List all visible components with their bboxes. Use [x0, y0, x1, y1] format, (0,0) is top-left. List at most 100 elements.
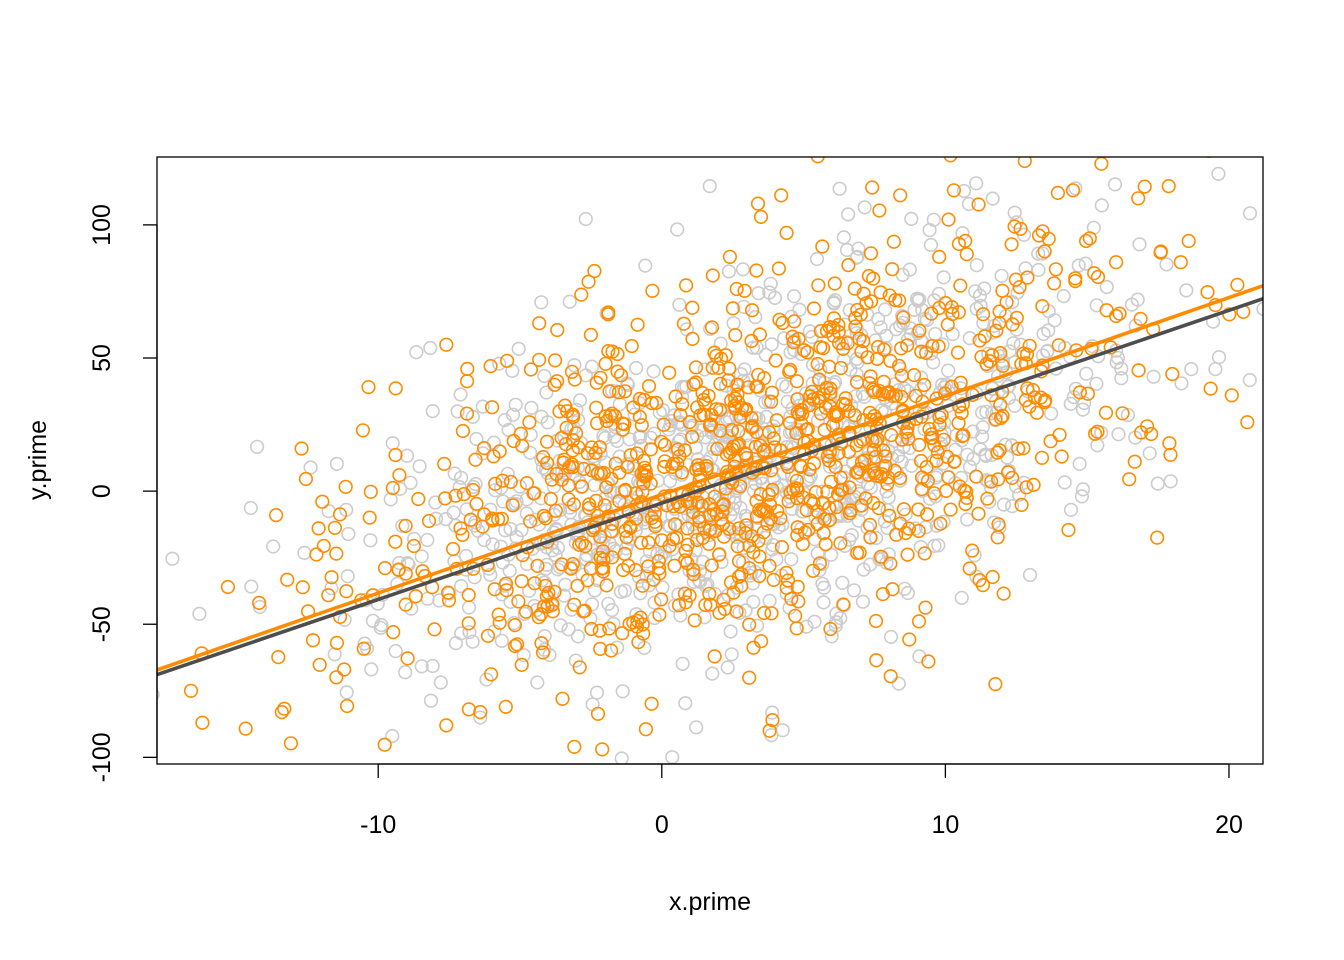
data-point — [1068, 381, 1083, 396]
data-point — [993, 397, 1008, 413]
data-point — [988, 412, 1003, 427]
data-point — [550, 322, 565, 338]
data-point — [411, 491, 426, 507]
data-point — [746, 640, 761, 655]
data-point — [1089, 376, 1104, 391]
data-point — [816, 387, 831, 402]
data-point — [728, 328, 743, 343]
data-point — [791, 594, 806, 609]
data-point — [902, 440, 917, 456]
data-point — [969, 569, 984, 585]
data-point — [673, 608, 688, 623]
data-point — [243, 500, 258, 516]
data-point — [266, 539, 281, 554]
data-point — [736, 540, 751, 556]
data-point — [383, 492, 398, 507]
data-point — [388, 381, 403, 396]
data-point — [945, 306, 960, 322]
data-point — [608, 456, 623, 471]
data-point — [582, 497, 597, 512]
data-point — [460, 361, 475, 377]
data-point — [555, 691, 570, 706]
data-point — [958, 233, 973, 248]
data-point — [441, 585, 456, 600]
data-point — [483, 359, 498, 374]
data-point — [607, 409, 623, 424]
data-point — [776, 331, 792, 346]
data-point — [612, 494, 627, 509]
data-point — [590, 466, 605, 481]
data-point — [321, 588, 336, 603]
data-point — [932, 417, 947, 432]
data-point — [329, 635, 345, 651]
data-point — [749, 379, 764, 394]
data-point — [951, 305, 966, 320]
data-point — [1203, 381, 1218, 396]
data-point — [799, 503, 814, 518]
data-point — [599, 414, 615, 429]
data-point — [505, 498, 520, 513]
points-layer — [157, 49, 1263, 764]
data-point — [657, 454, 673, 469]
data-point — [975, 577, 991, 593]
data-point — [711, 547, 727, 562]
data-point — [873, 549, 889, 564]
data-point — [833, 536, 848, 551]
data-point — [904, 211, 919, 226]
data-point — [774, 188, 789, 203]
data-point — [1181, 233, 1196, 249]
data-point — [841, 258, 856, 273]
data-point — [962, 561, 977, 576]
data-point — [1043, 434, 1058, 449]
data-point — [832, 181, 847, 196]
data-point — [1056, 289, 1071, 304]
data-point — [794, 402, 809, 417]
data-point — [365, 613, 381, 628]
data-point — [826, 296, 842, 311]
data-point — [535, 645, 551, 660]
data-point — [857, 200, 872, 215]
data-point — [486, 435, 502, 450]
data-point — [612, 465, 627, 480]
data-point — [674, 390, 690, 405]
data-point — [853, 307, 868, 322]
data-point — [902, 632, 917, 647]
data-point — [647, 595, 662, 610]
data-point — [675, 397, 690, 412]
data-point — [752, 549, 767, 564]
data-point — [1079, 366, 1094, 381]
data-point — [589, 375, 604, 390]
data-point — [1090, 424, 1105, 439]
data-point — [427, 622, 442, 637]
data-point — [975, 420, 990, 435]
data-point — [523, 362, 539, 377]
data-point — [1099, 303, 1114, 318]
data-point — [420, 532, 435, 548]
data-point — [552, 404, 567, 419]
data-point — [568, 535, 583, 550]
data-point — [766, 572, 781, 588]
data-point — [252, 595, 267, 611]
data-point — [337, 612, 352, 627]
data-point — [856, 286, 871, 301]
data-point — [795, 536, 810, 552]
data-point — [873, 320, 888, 335]
data-point — [673, 408, 688, 423]
data-point — [1150, 530, 1165, 545]
data-point — [901, 521, 917, 536]
data-point — [724, 647, 739, 662]
data-point — [483, 567, 498, 582]
data-point — [971, 506, 986, 521]
data-point — [398, 518, 413, 534]
data-point — [494, 633, 509, 648]
data-point — [614, 751, 629, 764]
data-point — [1065, 183, 1081, 198]
data-point — [878, 449, 893, 464]
data-point — [269, 507, 284, 523]
data-point — [842, 532, 857, 547]
data-point — [686, 377, 701, 392]
data-point — [765, 712, 780, 728]
data-point — [881, 470, 896, 485]
data-point — [1004, 470, 1020, 486]
data-point — [920, 49, 933, 62]
